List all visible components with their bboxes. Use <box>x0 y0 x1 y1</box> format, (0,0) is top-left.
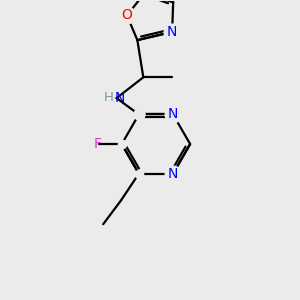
Text: N: N <box>168 107 178 122</box>
Text: N: N <box>114 91 125 104</box>
Text: N: N <box>167 25 177 39</box>
Text: H: H <box>103 91 113 104</box>
Text: O: O <box>122 8 132 22</box>
Text: N: N <box>168 167 178 181</box>
Text: F: F <box>94 137 102 151</box>
